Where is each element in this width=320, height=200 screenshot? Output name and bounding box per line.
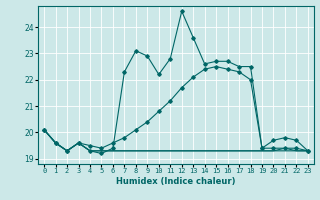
- X-axis label: Humidex (Indice chaleur): Humidex (Indice chaleur): [116, 177, 236, 186]
